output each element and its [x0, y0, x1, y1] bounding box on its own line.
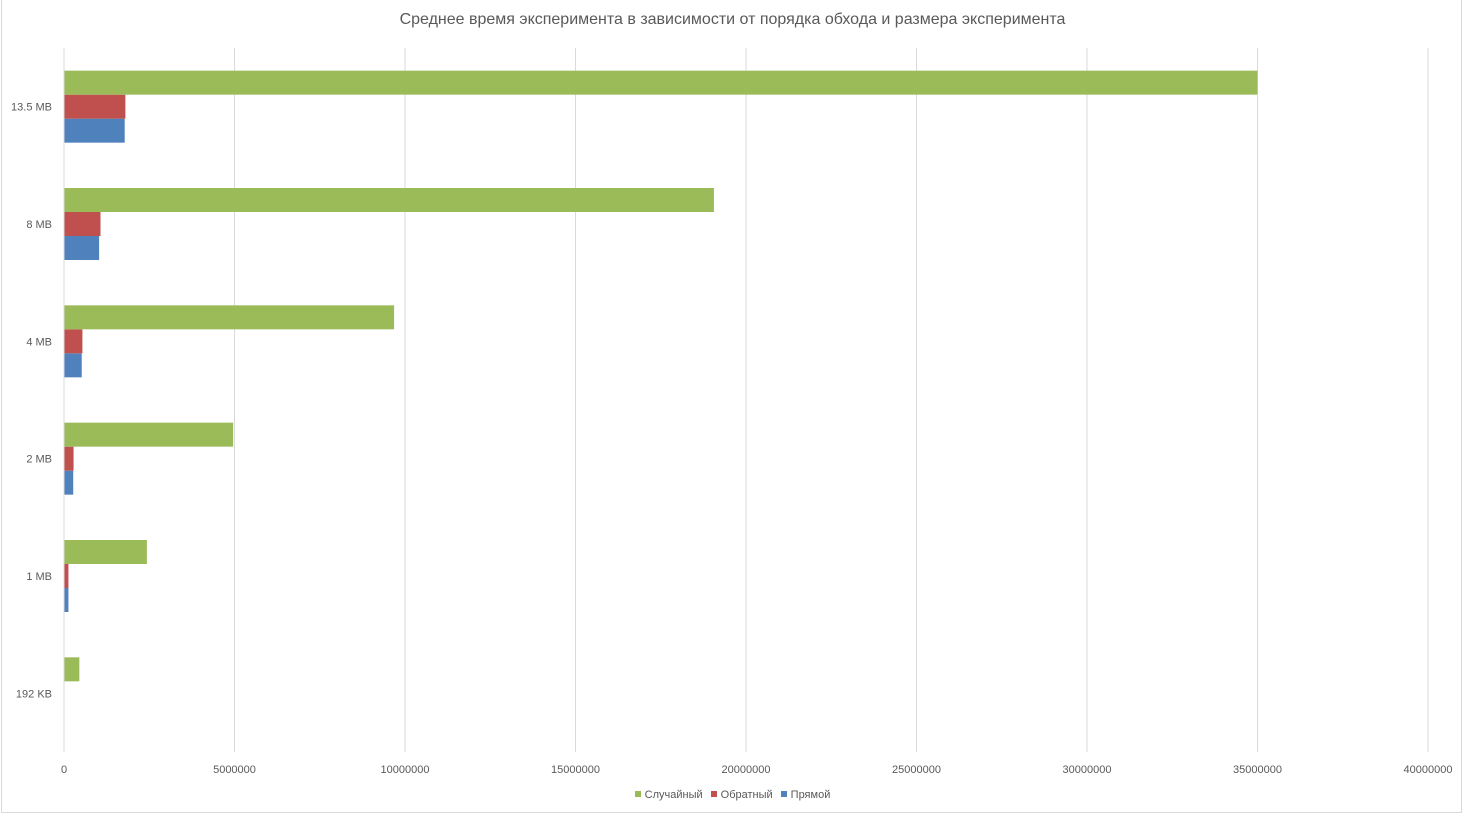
bar-reverse [64, 446, 74, 471]
y-category-label: 4 MB [26, 336, 52, 348]
legend-item: Случайный [634, 789, 703, 801]
x-tick-label: 20000000 [722, 764, 771, 776]
y-category-label: 192 KB [16, 688, 52, 700]
chart-legend: Случайный Обратный Прямой [0, 789, 1465, 801]
x-tick-label: 30000000 [1063, 764, 1112, 776]
bar-random [64, 540, 147, 564]
legend-item: Прямой [780, 789, 831, 801]
bar-reverse [64, 94, 126, 119]
y-category-label: 8 MB [26, 219, 52, 231]
y-category-label: 13.5 MB [11, 102, 52, 114]
bar-reverse [64, 329, 83, 354]
legend-label: Прямой [790, 789, 831, 801]
chart-title: Среднее время эксперимента в зависимости… [399, 11, 1066, 28]
bar-reverse [64, 564, 69, 588]
bar-direct [64, 353, 82, 378]
legend-swatch [634, 791, 641, 798]
bar-random [64, 70, 1258, 95]
bar-direct [64, 588, 69, 612]
legend-item: Обратный [710, 789, 773, 801]
x-tick-label: 5000000 [213, 764, 256, 776]
x-tick-label: 10000000 [381, 764, 430, 776]
legend-swatch [710, 791, 717, 798]
legend-swatch [780, 791, 787, 798]
y-category-label: 1 MB [26, 571, 52, 583]
bar-reverse [64, 212, 101, 236]
legend-label: Случайный [644, 789, 703, 801]
y-category-label: 2 MB [26, 454, 52, 466]
x-tick-label: 40000000 [1404, 764, 1453, 776]
bar-direct [64, 236, 100, 260]
x-tick-label: 35000000 [1233, 764, 1282, 776]
bar-random [64, 657, 80, 682]
legend-label: Обратный [720, 789, 773, 801]
bar-direct [64, 118, 125, 143]
bar-random [64, 188, 714, 212]
bar-direct [64, 470, 74, 495]
bar-random [64, 305, 395, 330]
x-tick-label: 25000000 [892, 764, 941, 776]
bar-random [64, 422, 234, 447]
x-tick-label: 0 [61, 764, 67, 776]
x-tick-label: 15000000 [551, 764, 600, 776]
